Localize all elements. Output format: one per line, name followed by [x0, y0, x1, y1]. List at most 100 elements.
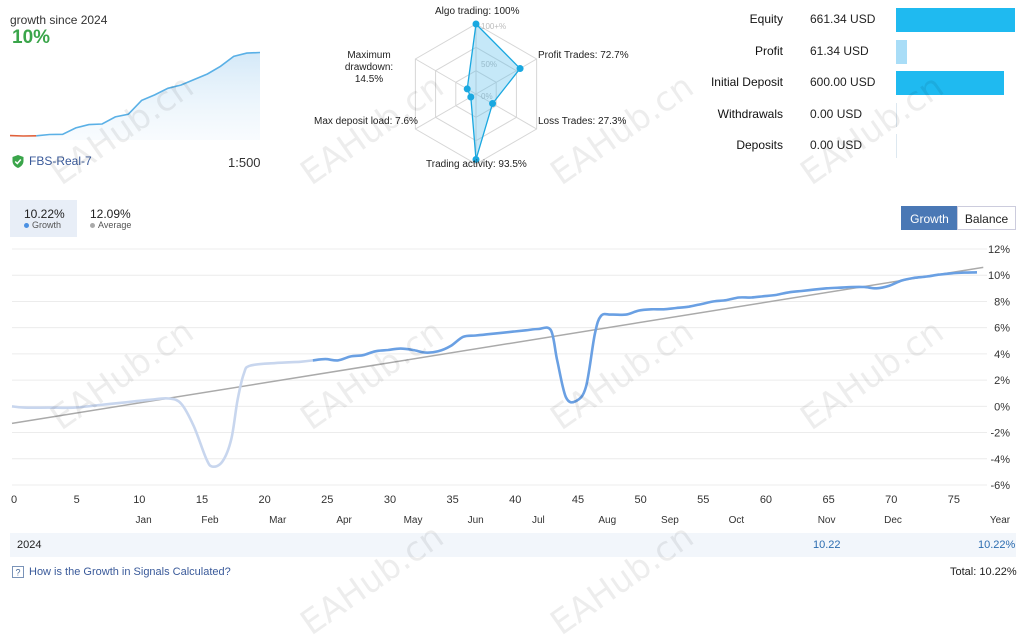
- year-row-november-value: 10.22: [813, 539, 841, 551]
- svg-text:?: ?: [15, 568, 20, 578]
- month-label: May: [404, 515, 423, 526]
- x-tick-label: 40: [509, 494, 521, 506]
- verified-shield-icon: [12, 155, 24, 168]
- growth-since-label: growth since 2024: [10, 13, 107, 27]
- x-tick-label: 10: [133, 494, 145, 506]
- stat-bar: [896, 103, 897, 127]
- month-label: Jun: [468, 515, 484, 526]
- y-tick-label: 4%: [994, 349, 1010, 361]
- stat-value: 61.34 USD: [810, 44, 869, 58]
- total-value: 10.22%: [979, 566, 1016, 578]
- month-label: Jan: [136, 515, 152, 526]
- stat-bar: [896, 134, 897, 158]
- x-tick-label: 20: [259, 494, 271, 506]
- year-label: 2024: [17, 539, 41, 551]
- x-tick-label: 50: [634, 494, 646, 506]
- y-tick-label: -6%: [990, 480, 1010, 492]
- tab-growth-value: 10.22%: [24, 207, 65, 221]
- tab-average-value: 12.09%: [90, 207, 131, 221]
- month-label: Apr: [336, 515, 352, 526]
- y-tick-label: 12%: [988, 244, 1010, 256]
- month-label: Nov: [818, 515, 836, 526]
- radar-label-loss-trades: Loss Trades: 27.3%: [538, 116, 626, 128]
- x-tick-label: 45: [572, 494, 584, 506]
- account-link[interactable]: FBS-Real-7: [12, 154, 92, 168]
- question-icon: ?: [12, 566, 24, 578]
- total-row: Total: 10.22%: [950, 566, 1017, 578]
- growth-line: [313, 272, 977, 402]
- month-label: Oct: [729, 515, 745, 526]
- radar-point: [464, 85, 471, 92]
- y-tick-label: -4%: [990, 454, 1010, 466]
- mini-growth-chart: [10, 30, 262, 142]
- y-tick-label: -2%: [990, 428, 1010, 440]
- tab-average-legend[interactable]: Average: [90, 220, 131, 230]
- average-dot-icon: [90, 223, 95, 228]
- radar-chart: 100+%50%0%: [400, 6, 580, 178]
- radar-point: [517, 65, 524, 72]
- x-tick-label: 15: [196, 494, 208, 506]
- x-tick-label: 75: [948, 494, 960, 506]
- y-tick-label: 6%: [994, 323, 1010, 335]
- stat-bar: [896, 71, 1004, 95]
- y-tick-label: 10%: [988, 270, 1010, 282]
- growth-line-faded: [12, 360, 313, 466]
- account-name[interactable]: FBS-Real-7: [29, 154, 92, 168]
- radar-label-max-drawdown-line1: Maximum drawdown:: [322, 50, 416, 74]
- radar-label-algo: Algo trading: 100%: [435, 6, 520, 18]
- month-label: Feb: [201, 515, 219, 526]
- tab-growth-legend: Growth: [24, 220, 61, 230]
- radar-label-profit-trades: Profit Trades: 72.7%: [538, 50, 629, 62]
- growth-chart: 12% 10% 8% 6% 4% 2% 0% -2% -4% -6% 0 5 10 15 20 25 30 35 4…: [0, 240, 1024, 530]
- x-tick-label: 65: [822, 494, 834, 506]
- radar-label-max-drawdown-line2: 14.5%: [322, 74, 416, 86]
- radar-label-max-drawdown: Maximum drawdown: 14.5%: [322, 50, 416, 86]
- stat-label: Equity: [693, 12, 783, 26]
- radar-point: [467, 94, 474, 101]
- x-tick-label: 70: [885, 494, 897, 506]
- year-row-total-value: 10.22%: [978, 539, 1015, 551]
- month-label: Sep: [661, 515, 679, 526]
- help-link[interactable]: ? How is the Growth in Signals Calculate…: [12, 566, 231, 578]
- stat-label: Initial Deposit: [693, 75, 783, 89]
- balance-button[interactable]: Balance: [957, 206, 1016, 230]
- help-link-text[interactable]: How is the Growth in Signals Calculated?: [29, 566, 231, 578]
- stat-label: Withdrawals: [693, 107, 783, 121]
- year-axis-label: Year: [990, 515, 1011, 526]
- y-tick-label: 0%: [994, 401, 1010, 413]
- radar-axis-line: [415, 94, 476, 129]
- x-tick-label: 60: [760, 494, 772, 506]
- radar-point: [489, 100, 496, 107]
- radar-label-trading-activity: Trading activity: 93.5%: [426, 159, 527, 171]
- x-tick-label: 0: [11, 494, 17, 506]
- tab-growth-label: Growth: [32, 220, 61, 230]
- tab-average-label: Average: [98, 220, 131, 230]
- stat-bar: [896, 8, 1015, 32]
- growth-button[interactable]: Growth: [901, 206, 958, 230]
- stat-value: 0.00 USD: [810, 138, 862, 152]
- y-tick-label: 2%: [994, 375, 1010, 387]
- radar-scale-label: 100+%: [481, 22, 506, 31]
- stat-bar: [896, 40, 907, 64]
- growth-dot-icon: [24, 223, 29, 228]
- stat-value: 0.00 USD: [810, 107, 862, 121]
- stat-value: 661.34 USD: [810, 12, 875, 26]
- month-label: Dec: [884, 515, 902, 526]
- radar-point: [473, 21, 480, 28]
- x-tick-label: 30: [384, 494, 396, 506]
- stat-label: Deposits: [693, 138, 783, 152]
- leverage-value: 1:500: [228, 155, 261, 170]
- stat-value: 600.00 USD: [810, 75, 875, 89]
- radar-label-max-deposit-load: Max deposit load: 7.6%: [314, 116, 418, 128]
- y-tick-label: 8%: [994, 296, 1010, 308]
- stat-label: Profit: [693, 44, 783, 58]
- month-label: Aug: [598, 515, 616, 526]
- total-label: Total:: [950, 566, 976, 578]
- month-label: Jul: [532, 515, 545, 526]
- x-tick-label: 25: [321, 494, 333, 506]
- x-tick-label: 55: [697, 494, 709, 506]
- x-tick-label: 35: [447, 494, 459, 506]
- x-tick-label: 5: [74, 494, 80, 506]
- month-label: Mar: [269, 515, 287, 526]
- year-row: [10, 533, 1016, 557]
